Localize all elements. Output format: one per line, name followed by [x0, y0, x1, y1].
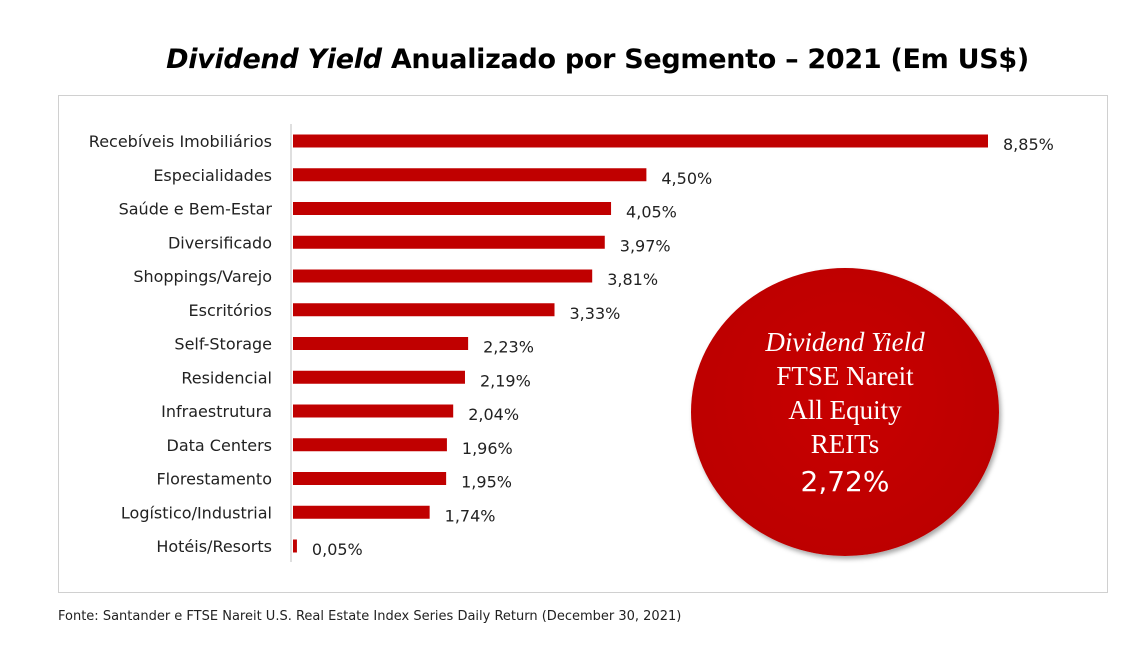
data-label: 8,85% [1003, 135, 1054, 154]
chart-title: Dividend Yield Anualizado por Segmento –… [0, 44, 1143, 75]
category-label: Florestamento [156, 470, 272, 489]
data-label: 0,05% [312, 540, 363, 559]
bubble-line1: Dividend Yield [765, 327, 925, 357]
bubble-line3: All Equity [788, 395, 902, 425]
category-label: Infraestrutura [161, 402, 272, 421]
category-label: Shoppings/Varejo [133, 267, 272, 286]
bar [293, 337, 469, 350]
bubble-value: 2,72% [800, 465, 890, 498]
data-label: 2,19% [480, 371, 531, 390]
chart-frame [58, 95, 1108, 593]
bar [293, 134, 988, 148]
bar [293, 168, 647, 182]
annotation-bubble: Dividend Yield FTSE Nareit All Equity RE… [691, 268, 999, 556]
data-label: 3,97% [620, 236, 671, 255]
bar [293, 202, 612, 215]
bar [293, 438, 447, 452]
bar [293, 235, 605, 249]
title-rest: Anualizado por Segmento – 2021 (Em US$) [381, 44, 1029, 75]
data-label: 2,23% [483, 338, 534, 357]
bar [293, 472, 447, 485]
bubble-line4: REITs [810, 429, 880, 459]
bar [293, 505, 430, 519]
data-label: 3,33% [570, 304, 621, 323]
category-label: Escritórios [189, 301, 272, 320]
bar [293, 269, 593, 283]
category-label: Especialidades [153, 166, 272, 185]
data-label: 3,81% [607, 270, 658, 289]
category-label: Diversificado [168, 233, 272, 252]
category-label: Hotéis/Resorts [156, 537, 272, 556]
source-footnote: Fonte: Santander e FTSE Nareit U.S. Real… [58, 609, 682, 624]
category-label: Logístico/Industrial [121, 503, 272, 522]
bar [293, 539, 297, 553]
data-label: 4,05% [626, 203, 677, 222]
category-label: Saúde e Bem-Estar [119, 200, 273, 219]
category-label: Self-Storage [174, 335, 272, 354]
bar [293, 303, 555, 317]
data-label: 1,74% [445, 506, 496, 525]
category-label: Recebíveis Imobiliários [89, 132, 272, 151]
data-label: 2,04% [468, 405, 519, 424]
data-label: 4,50% [661, 169, 712, 188]
data-label: 1,95% [461, 473, 512, 492]
title-italic: Dividend Yield [166, 44, 382, 75]
bar [293, 404, 454, 418]
data-label: 1,96% [462, 439, 513, 458]
category-label: Data Centers [167, 436, 272, 455]
bar [293, 370, 465, 384]
category-label: Residencial [181, 368, 272, 387]
bubble-line2: FTSE Nareit [776, 361, 914, 391]
